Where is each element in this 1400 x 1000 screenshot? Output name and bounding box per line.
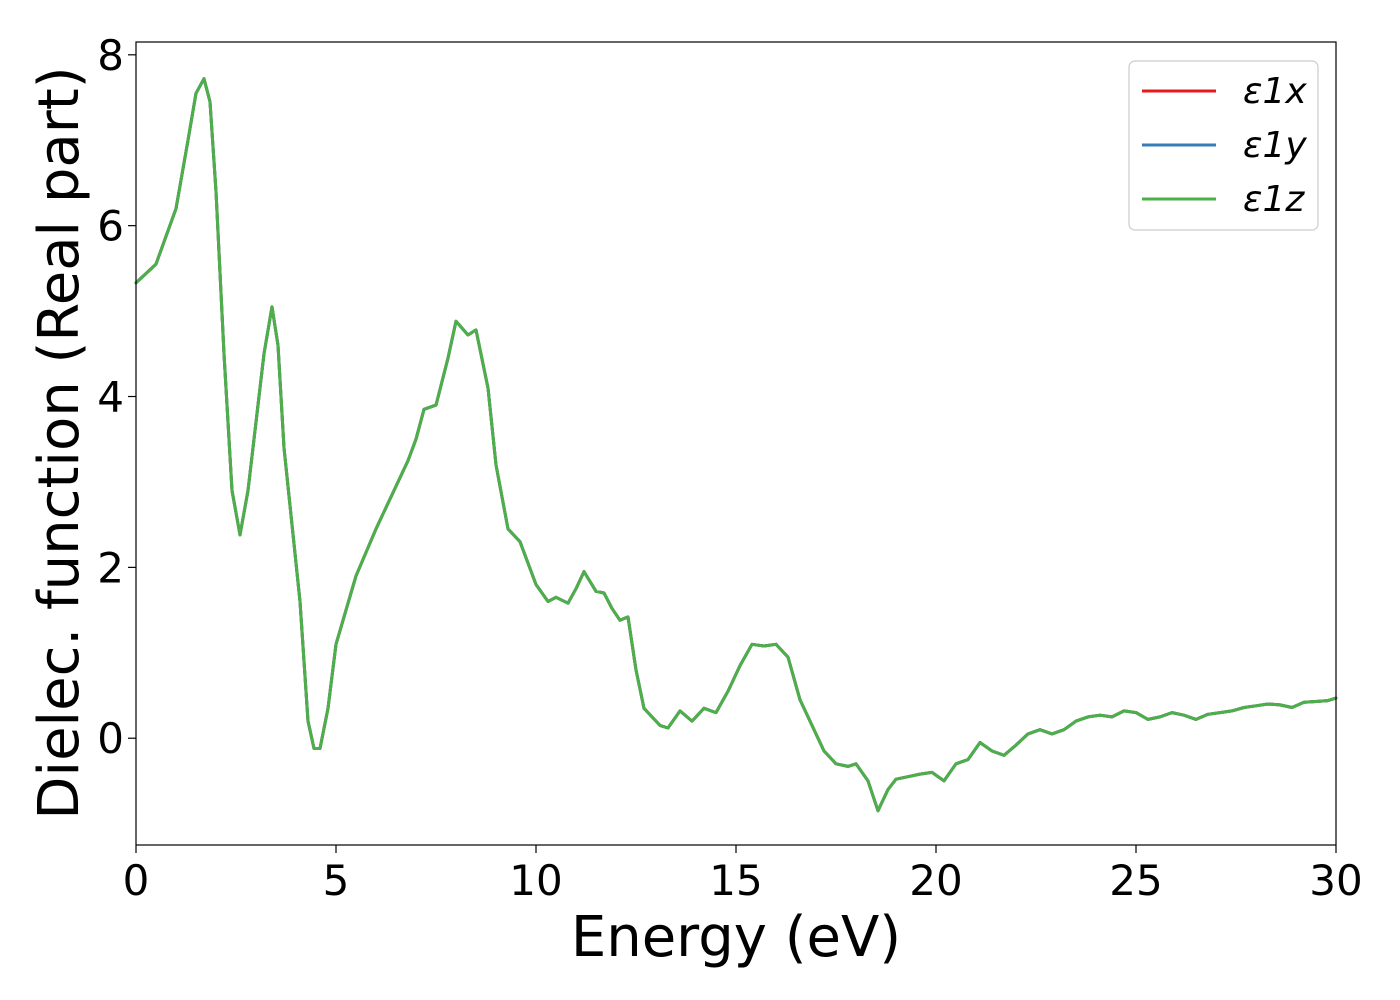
- x-axis-label: Energy (eV): [571, 905, 901, 970]
- plot-area: [134, 77, 1338, 813]
- legend-label: ε1x: [1243, 71, 1307, 112]
- x-tick-label: 10: [509, 856, 562, 905]
- x-tick-label: 20: [909, 856, 962, 905]
- y-tick-label: 2: [97, 543, 124, 592]
- y-axis-label: Dielec. function (Real part): [27, 66, 92, 819]
- x-tick-label: 0: [123, 856, 150, 905]
- y-tick-label: 0: [97, 714, 124, 763]
- y-axis-ticks: 0 2 4 6 8: [97, 31, 136, 763]
- x-tick-label: 25: [1109, 856, 1162, 905]
- x-tick-label: 5: [323, 856, 350, 905]
- x-axis-ticks: 0 5 10 15 20 25 30: [123, 845, 1363, 905]
- y-tick-label: 4: [97, 373, 124, 422]
- legend-label: ε1z: [1243, 179, 1305, 220]
- x-tick-label: 15: [709, 856, 762, 905]
- y-tick-label: 6: [97, 202, 124, 251]
- y-tick-label: 8: [97, 31, 124, 80]
- legend-box: [1128, 60, 1319, 231]
- series-line-3: [134, 77, 1338, 813]
- x-tick-label: 30: [1309, 856, 1362, 905]
- legend-label: ε1y: [1243, 125, 1307, 166]
- legend: ε1x ε1y ε1z: [1128, 60, 1319, 231]
